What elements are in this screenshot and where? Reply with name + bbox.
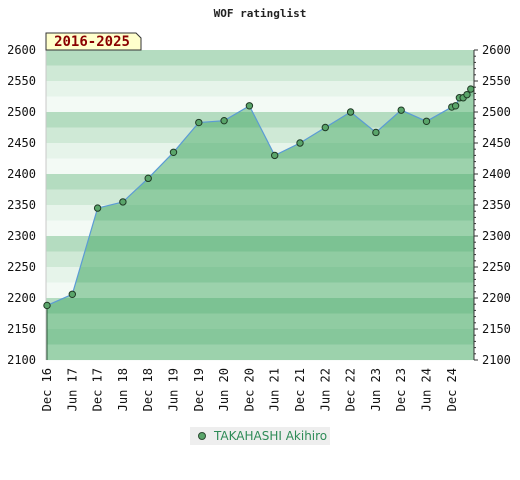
y-tick-label-left: 2450 [7, 136, 36, 150]
y-tick-label-right: 2450 [482, 136, 511, 150]
data-point [451, 102, 460, 110]
data-point [144, 174, 152, 183]
x-tick-label: Dec 21 [293, 368, 307, 411]
data-point [346, 108, 355, 116]
y-tick-label-right: 2150 [482, 322, 511, 336]
data-point [372, 128, 380, 137]
y-tick-label-left: 2200 [7, 291, 36, 305]
background-band [46, 65, 474, 82]
badge-text: 2016-2025 [54, 34, 130, 50]
background-band [46, 96, 474, 113]
y-tick-label-right: 2550 [482, 74, 511, 88]
background-band [46, 112, 474, 128]
x-tick-label: Jun 24 [420, 368, 434, 411]
y-tick-label-left: 2400 [7, 167, 36, 181]
legend: TAKAHASHI Akihiro [190, 427, 330, 445]
x-tick-label: Jun 19 [167, 368, 181, 411]
area-band [47, 189, 474, 206]
data-point [271, 151, 279, 160]
x-tick-label: Jun 23 [369, 368, 383, 411]
y-tick-label-right: 2200 [482, 291, 511, 305]
legend-marker-icon [198, 432, 206, 440]
area-band [47, 344, 474, 360]
area-band [47, 267, 474, 283]
data-point [68, 290, 77, 298]
x-tick-label: Jun 18 [116, 368, 130, 411]
data-point [245, 102, 254, 110]
x-tick-label: Dec 17 [91, 368, 105, 411]
data-point [119, 198, 127, 206]
background-band [46, 81, 474, 97]
data-point [321, 123, 329, 132]
background-band [46, 50, 474, 66]
data-point [463, 90, 471, 99]
x-tick-label: Dec 24 [445, 368, 459, 411]
area-band [47, 205, 474, 221]
area-band [47, 313, 474, 330]
x-tick-label: Dec 23 [394, 368, 408, 411]
area-band [47, 298, 474, 314]
x-tick-label: Dec 22 [344, 368, 358, 411]
series-line [46, 88, 472, 306]
area-band [47, 329, 474, 345]
y-tick-label-left: 2550 [7, 74, 36, 88]
x-tick-label: Jun 20 [217, 368, 231, 411]
y-tick-label-left: 2150 [7, 322, 36, 336]
y-tick-label-left: 2100 [7, 353, 36, 367]
badge-shape [45, 32, 142, 51]
axis-layer: 2100 2100 2150 2150 2200 2200 2250 2250 2300 2300… [7, 43, 511, 411]
x-tick-label: Jun 21 [268, 368, 282, 411]
data-point [93, 204, 102, 212]
y-tick-label-left: 2250 [7, 260, 36, 274]
data-point [43, 301, 51, 310]
x-tick-label: Dec 19 [192, 368, 206, 411]
area-band [47, 174, 474, 190]
data-point [422, 117, 431, 126]
x-tick-label: Jun 22 [318, 368, 332, 411]
y-tick-label-right: 2400 [482, 167, 511, 181]
y-tick-label-left: 2500 [7, 105, 36, 119]
y-tick-label-right: 2500 [482, 105, 511, 119]
data-point [220, 116, 228, 125]
y-tick-label-right: 2100 [482, 353, 511, 367]
area-band [47, 282, 474, 299]
x-tick-label: Dec 16 [40, 368, 54, 411]
y-tick-label-left: 2300 [7, 229, 36, 243]
y-tick-label-right: 2350 [482, 198, 511, 212]
y-tick-label-right: 2300 [482, 229, 511, 243]
data-point [169, 148, 178, 157]
points-layer [43, 85, 475, 310]
year-range-badge: 2016-2025 [45, 32, 142, 51]
data-point [195, 118, 203, 127]
y-tick-label-left: 2350 [7, 198, 36, 212]
data-point [296, 139, 304, 147]
area-band [47, 220, 474, 237]
area-band [47, 236, 474, 252]
y-tick-label-left: 2600 [7, 43, 36, 57]
area-band [47, 251, 474, 268]
data-point [467, 85, 475, 93]
x-tick-label: Dec 18 [141, 368, 155, 411]
y-tick-label-right: 2250 [482, 260, 511, 274]
chart-title: WOF ratinglist [214, 7, 307, 20]
legend-label: TAKAHASHI Akihiro [214, 429, 328, 443]
data-point [397, 106, 405, 114]
y-tick-label-right: 2600 [482, 43, 511, 57]
x-tick-label: Dec 20 [242, 368, 256, 411]
x-tick-label: Jun 17 [65, 368, 79, 411]
